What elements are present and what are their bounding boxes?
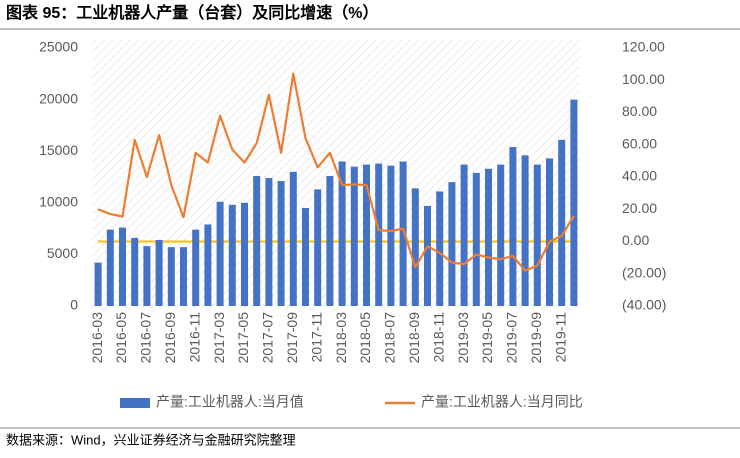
y2-tick-label: 100.00 (622, 71, 665, 87)
bar (289, 171, 297, 306)
x-tick-label: 2016-05 (113, 312, 129, 364)
y-tick-label: 0 (70, 297, 78, 313)
x-tick-label: 2017-05 (235, 312, 251, 364)
x-tick-label: 2019-03 (455, 312, 471, 364)
line-series (97, 72, 575, 272)
bar (167, 247, 175, 306)
x-tick-label: 2018-07 (382, 312, 398, 364)
bar (277, 181, 285, 306)
y2-tick-label: 40.00 (622, 168, 657, 184)
bar (375, 163, 383, 306)
legend-label: 产量:工业机器人:当月同比 (421, 394, 583, 410)
bar (253, 175, 261, 306)
x-tick-label: 2017-09 (284, 312, 300, 364)
bar (472, 172, 480, 306)
x-tick-label: 2019-05 (479, 312, 495, 364)
bar (265, 178, 273, 306)
bar (94, 262, 102, 306)
x-tick-label: 2016-11 (186, 312, 202, 363)
x-tick-label: 2016-03 (89, 312, 105, 364)
bar (216, 201, 224, 306)
x-tick-label: 2018-03 (333, 312, 349, 364)
bar (448, 182, 456, 306)
y-tick-label: 25000 (39, 39, 78, 55)
bar (509, 147, 517, 306)
x-tick-label: 2017-11 (308, 312, 324, 363)
y-tick-label: 10000 (39, 194, 78, 210)
y-tick-label: 20000 (39, 90, 78, 106)
bar (106, 229, 114, 306)
bar (155, 239, 163, 306)
bar (363, 164, 370, 306)
bar (338, 161, 346, 306)
y2-tick-label: 120.00 (622, 39, 665, 55)
x-tick-label: 2019-07 (504, 312, 520, 364)
bar (387, 165, 395, 306)
bar (119, 227, 126, 306)
bar (241, 202, 248, 306)
bar (131, 237, 139, 306)
bar (546, 158, 553, 306)
y-tick-label: 5000 (47, 245, 78, 261)
y2-tick-label: (20.00) (622, 264, 666, 280)
bar (326, 175, 334, 306)
bar (485, 168, 492, 306)
source-note: 数据来源：Wind，兴业证券经济与金融研究院整理 (6, 432, 296, 447)
x-tick-label: 2018-11 (430, 312, 446, 363)
x-tick-label: 2016-09 (162, 312, 178, 364)
bar (521, 155, 529, 306)
y-tick-label: 15000 (39, 142, 78, 158)
legend-label: 产量:工业机器人:当月值 (156, 394, 304, 410)
bar (192, 229, 200, 306)
legend-swatch (120, 398, 150, 408)
y2-tick-label: 20.00 (622, 200, 657, 216)
bar (204, 224, 212, 306)
bar (302, 207, 309, 306)
y2-tick-label: 60.00 (622, 135, 657, 151)
x-tick-label: 2018-09 (406, 312, 422, 364)
bar (411, 188, 419, 306)
bar (314, 189, 322, 306)
bar (350, 166, 358, 306)
bar (424, 205, 431, 306)
bar (436, 191, 444, 306)
bar (180, 247, 187, 306)
chart-title: 图表 95：工业机器人产量（台套）及同比增速（%） (6, 3, 378, 22)
plot-background (92, 40, 580, 308)
bar (143, 246, 151, 306)
y2-tick-label: 80.00 (622, 103, 657, 119)
y2-tick-label: 0.00 (622, 232, 649, 248)
x-tick-label: 2017-07 (260, 312, 276, 364)
bar (228, 204, 236, 306)
y2-tick-label: (40.00) (622, 297, 666, 313)
x-tick-label: 2019-09 (528, 312, 544, 364)
bar (570, 99, 578, 306)
bar (399, 161, 407, 306)
bar (460, 164, 468, 306)
bar (497, 164, 505, 306)
x-tick-label: 2017-03 (211, 312, 227, 364)
x-tick-label: 2016-07 (138, 312, 154, 364)
x-tick-label: 2018-05 (357, 312, 373, 364)
bar (558, 139, 566, 306)
bar (533, 164, 541, 306)
x-tick-label: 2019-11 (552, 312, 568, 363)
